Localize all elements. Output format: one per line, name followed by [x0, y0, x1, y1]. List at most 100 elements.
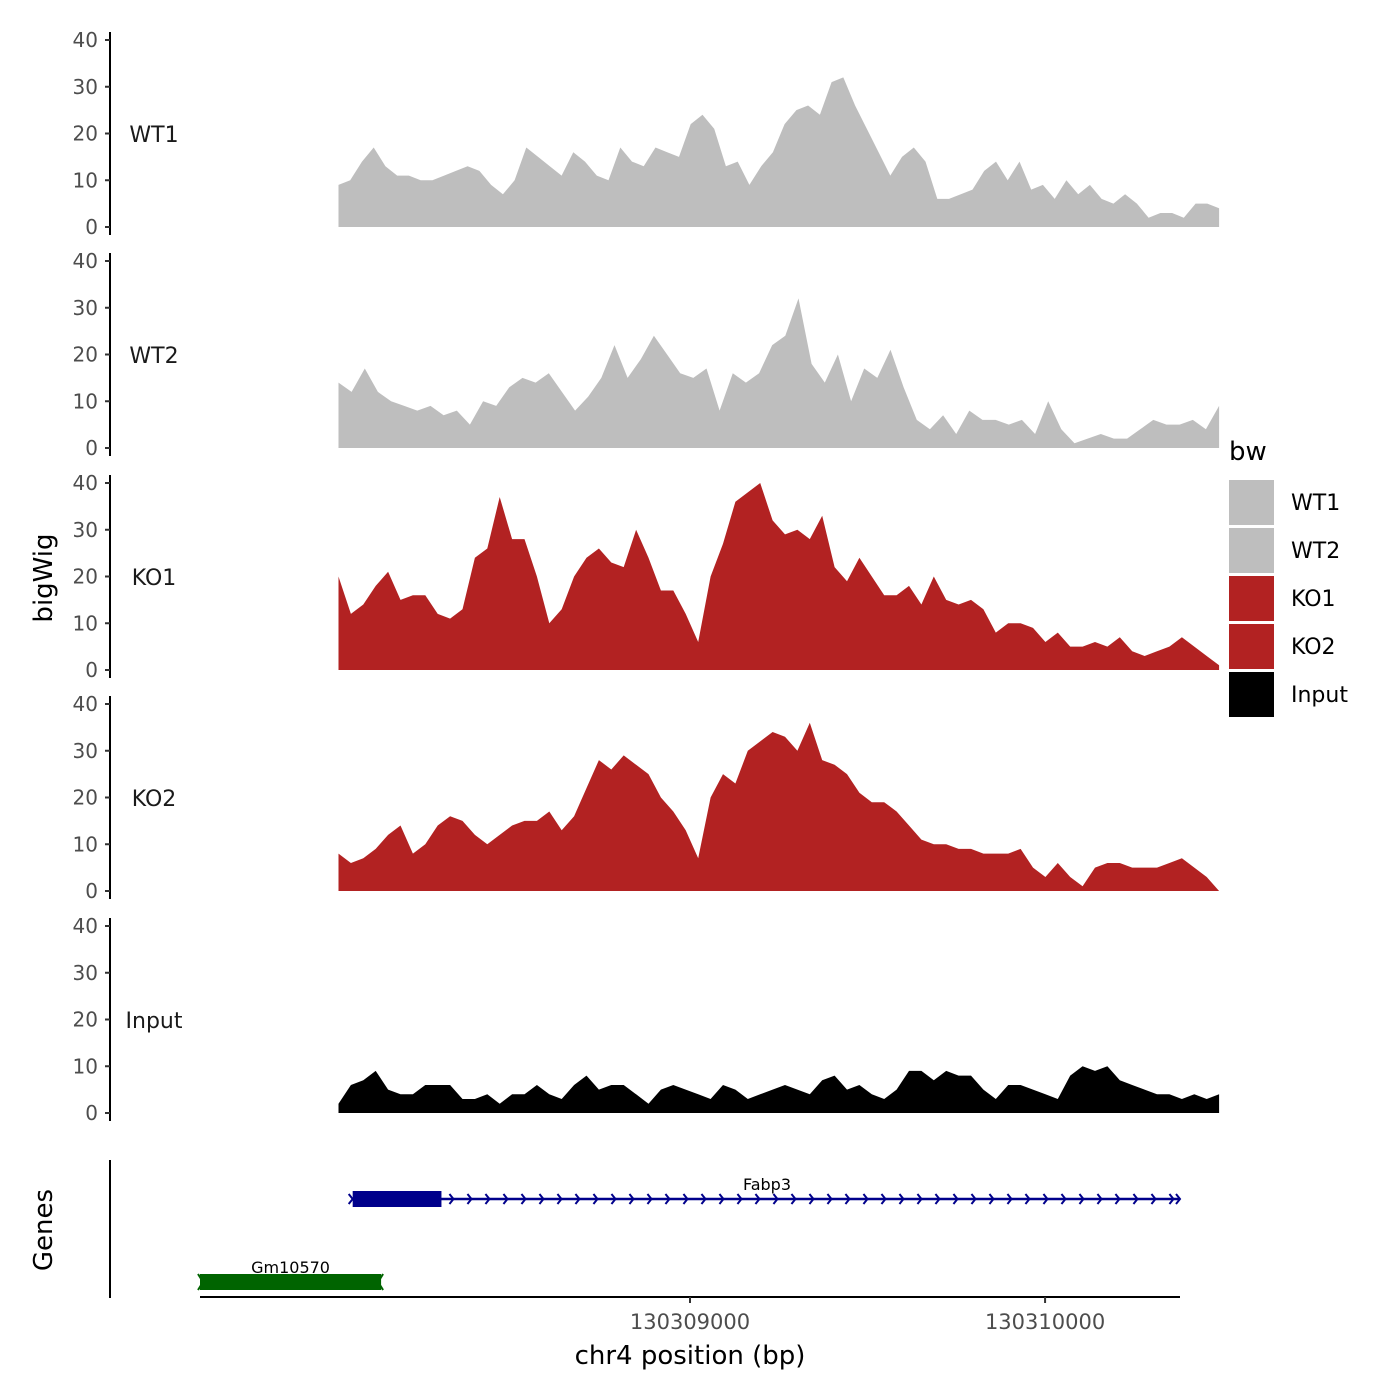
- track-KO1: 0 10 20 30 40 KO1: [73, 471, 1220, 682]
- strand-chevron: [754, 1193, 761, 1205]
- y-tick-label: 20: [73, 565, 98, 589]
- strand-chevron: [1175, 1193, 1182, 1205]
- legend-key-WT2: [1229, 528, 1274, 573]
- strand-chevron: [347, 1193, 354, 1205]
- track-label: KO1: [132, 566, 177, 591]
- strand-chevron: [700, 1193, 707, 1205]
- track-label: Input: [126, 1009, 183, 1034]
- strand-chevron: [466, 1193, 473, 1205]
- x-tick-label: 130310000: [985, 1310, 1105, 1334]
- legend-key-Input: [1229, 672, 1274, 717]
- gene-end-mark: [376, 1273, 384, 1291]
- legend: bw WT1 WT2 KO1 KO2 Input: [1229, 437, 1348, 717]
- strand-chevron: [1060, 1193, 1067, 1205]
- y-axis-title: bigWig: [29, 533, 59, 622]
- coverage-area-WT2: [338, 298, 1220, 448]
- gene-Fabp3: Fabp3: [347, 1175, 1182, 1207]
- gene-exon: [200, 1274, 382, 1290]
- strand-chevron: [970, 1193, 977, 1205]
- gene-label: Fabp3: [743, 1175, 791, 1194]
- strand-chevron: [790, 1193, 797, 1205]
- y-tick-label: 0: [85, 658, 98, 682]
- legend-label: KO2: [1291, 635, 1336, 660]
- strand-chevron: [502, 1193, 509, 1205]
- legend-key-WT1: [1229, 480, 1274, 525]
- y-tick-label: 0: [85, 436, 98, 460]
- x-axis-title: chr4 position (bp): [575, 1341, 806, 1371]
- y-tick-label: 30: [73, 75, 98, 99]
- y-tick-label: 20: [73, 1008, 98, 1032]
- strand-chevron: [934, 1193, 941, 1205]
- strand-chevron: [538, 1193, 545, 1205]
- legend-title: bw: [1229, 437, 1267, 467]
- coverage-area-Input: [338, 1066, 1220, 1113]
- track-label: WT2: [129, 344, 178, 369]
- legend-label: WT2: [1291, 539, 1340, 564]
- y-tick-label: 20: [73, 786, 98, 810]
- strand-chevron: [1006, 1193, 1013, 1205]
- track-label: WT1: [129, 123, 178, 148]
- coverage-area-WT1: [338, 77, 1220, 228]
- strand-chevron: [1132, 1193, 1139, 1205]
- strand-chevron: [610, 1193, 617, 1205]
- coverage-area-KO2: [338, 722, 1220, 891]
- strand-chevron: [1024, 1193, 1031, 1205]
- y-tick-label: 10: [73, 1054, 98, 1078]
- y-tick-label: 40: [73, 914, 98, 938]
- strand-chevron: [1150, 1193, 1157, 1205]
- y-tick-label: 10: [73, 611, 98, 635]
- y-tick-label: 30: [73, 961, 98, 985]
- strand-chevron: [1168, 1193, 1175, 1205]
- y-tick-label: 30: [73, 739, 98, 763]
- x-axis: 130309000 130310000: [200, 1296, 1180, 1334]
- track-KO2: 0 10 20 30 40 KO2: [73, 692, 1220, 903]
- y-tick-label: 30: [73, 518, 98, 542]
- track-Input: 0 10 20 30 40 Input: [73, 914, 1220, 1125]
- y-tick-label: 40: [73, 692, 98, 716]
- y-tick-label: 30: [73, 296, 98, 320]
- y-tick-label: 20: [73, 343, 98, 367]
- gene-track: Gm10570 Fabp3: [109, 1160, 1182, 1298]
- strand-chevron: [448, 1193, 455, 1205]
- legend-key-KO2: [1229, 624, 1274, 669]
- legend-label: KO1: [1291, 587, 1336, 612]
- strand-chevron: [556, 1193, 563, 1205]
- strand-chevron: [772, 1193, 779, 1205]
- strand-chevron: [646, 1193, 653, 1205]
- y-tick-label: 40: [73, 28, 98, 52]
- strand-chevron: [520, 1193, 527, 1205]
- strand-chevron: [880, 1193, 887, 1205]
- strand-chevron: [682, 1193, 689, 1205]
- y-tick-label: 10: [73, 832, 98, 856]
- gene-label: Gm10570: [251, 1258, 330, 1277]
- strand-chevron: [664, 1193, 671, 1205]
- y-tick-label: 40: [73, 471, 98, 495]
- strand-chevron: [808, 1193, 815, 1205]
- strand-chevron: [898, 1193, 905, 1205]
- track-panels: 0 10 20 30 40 WT1 0 10 20 30 40 WT2 0 10 20 30 40 KO1 0 10 2…: [73, 28, 1220, 1125]
- y-tick-label: 0: [85, 215, 98, 239]
- strand-chevron: [844, 1193, 851, 1205]
- strand-chevron: [1078, 1193, 1085, 1205]
- track-label: KO2: [132, 787, 177, 812]
- track-WT2: 0 10 20 30 40 WT2: [73, 249, 1220, 460]
- strand-chevron: [988, 1193, 995, 1205]
- y-tick-label: 40: [73, 249, 98, 273]
- gene-exon: [352, 1191, 442, 1207]
- legend-label: WT1: [1291, 491, 1340, 516]
- strand-chevron: [916, 1193, 923, 1205]
- y-tick-label: 20: [73, 122, 98, 146]
- strand-chevron: [736, 1193, 743, 1205]
- strand-chevron: [574, 1193, 581, 1205]
- y-tick-label: 0: [85, 1101, 98, 1125]
- y-tick-label: 10: [73, 389, 98, 413]
- legend-label: Input: [1291, 683, 1348, 708]
- track-WT1: 0 10 20 30 40 WT1: [73, 28, 1220, 239]
- coverage-area-KO1: [338, 483, 1220, 670]
- y-tick-label: 0: [85, 879, 98, 903]
- strand-chevron: [826, 1193, 833, 1205]
- strand-chevron: [718, 1193, 725, 1205]
- strand-chevron: [484, 1193, 491, 1205]
- strand-chevron: [628, 1193, 635, 1205]
